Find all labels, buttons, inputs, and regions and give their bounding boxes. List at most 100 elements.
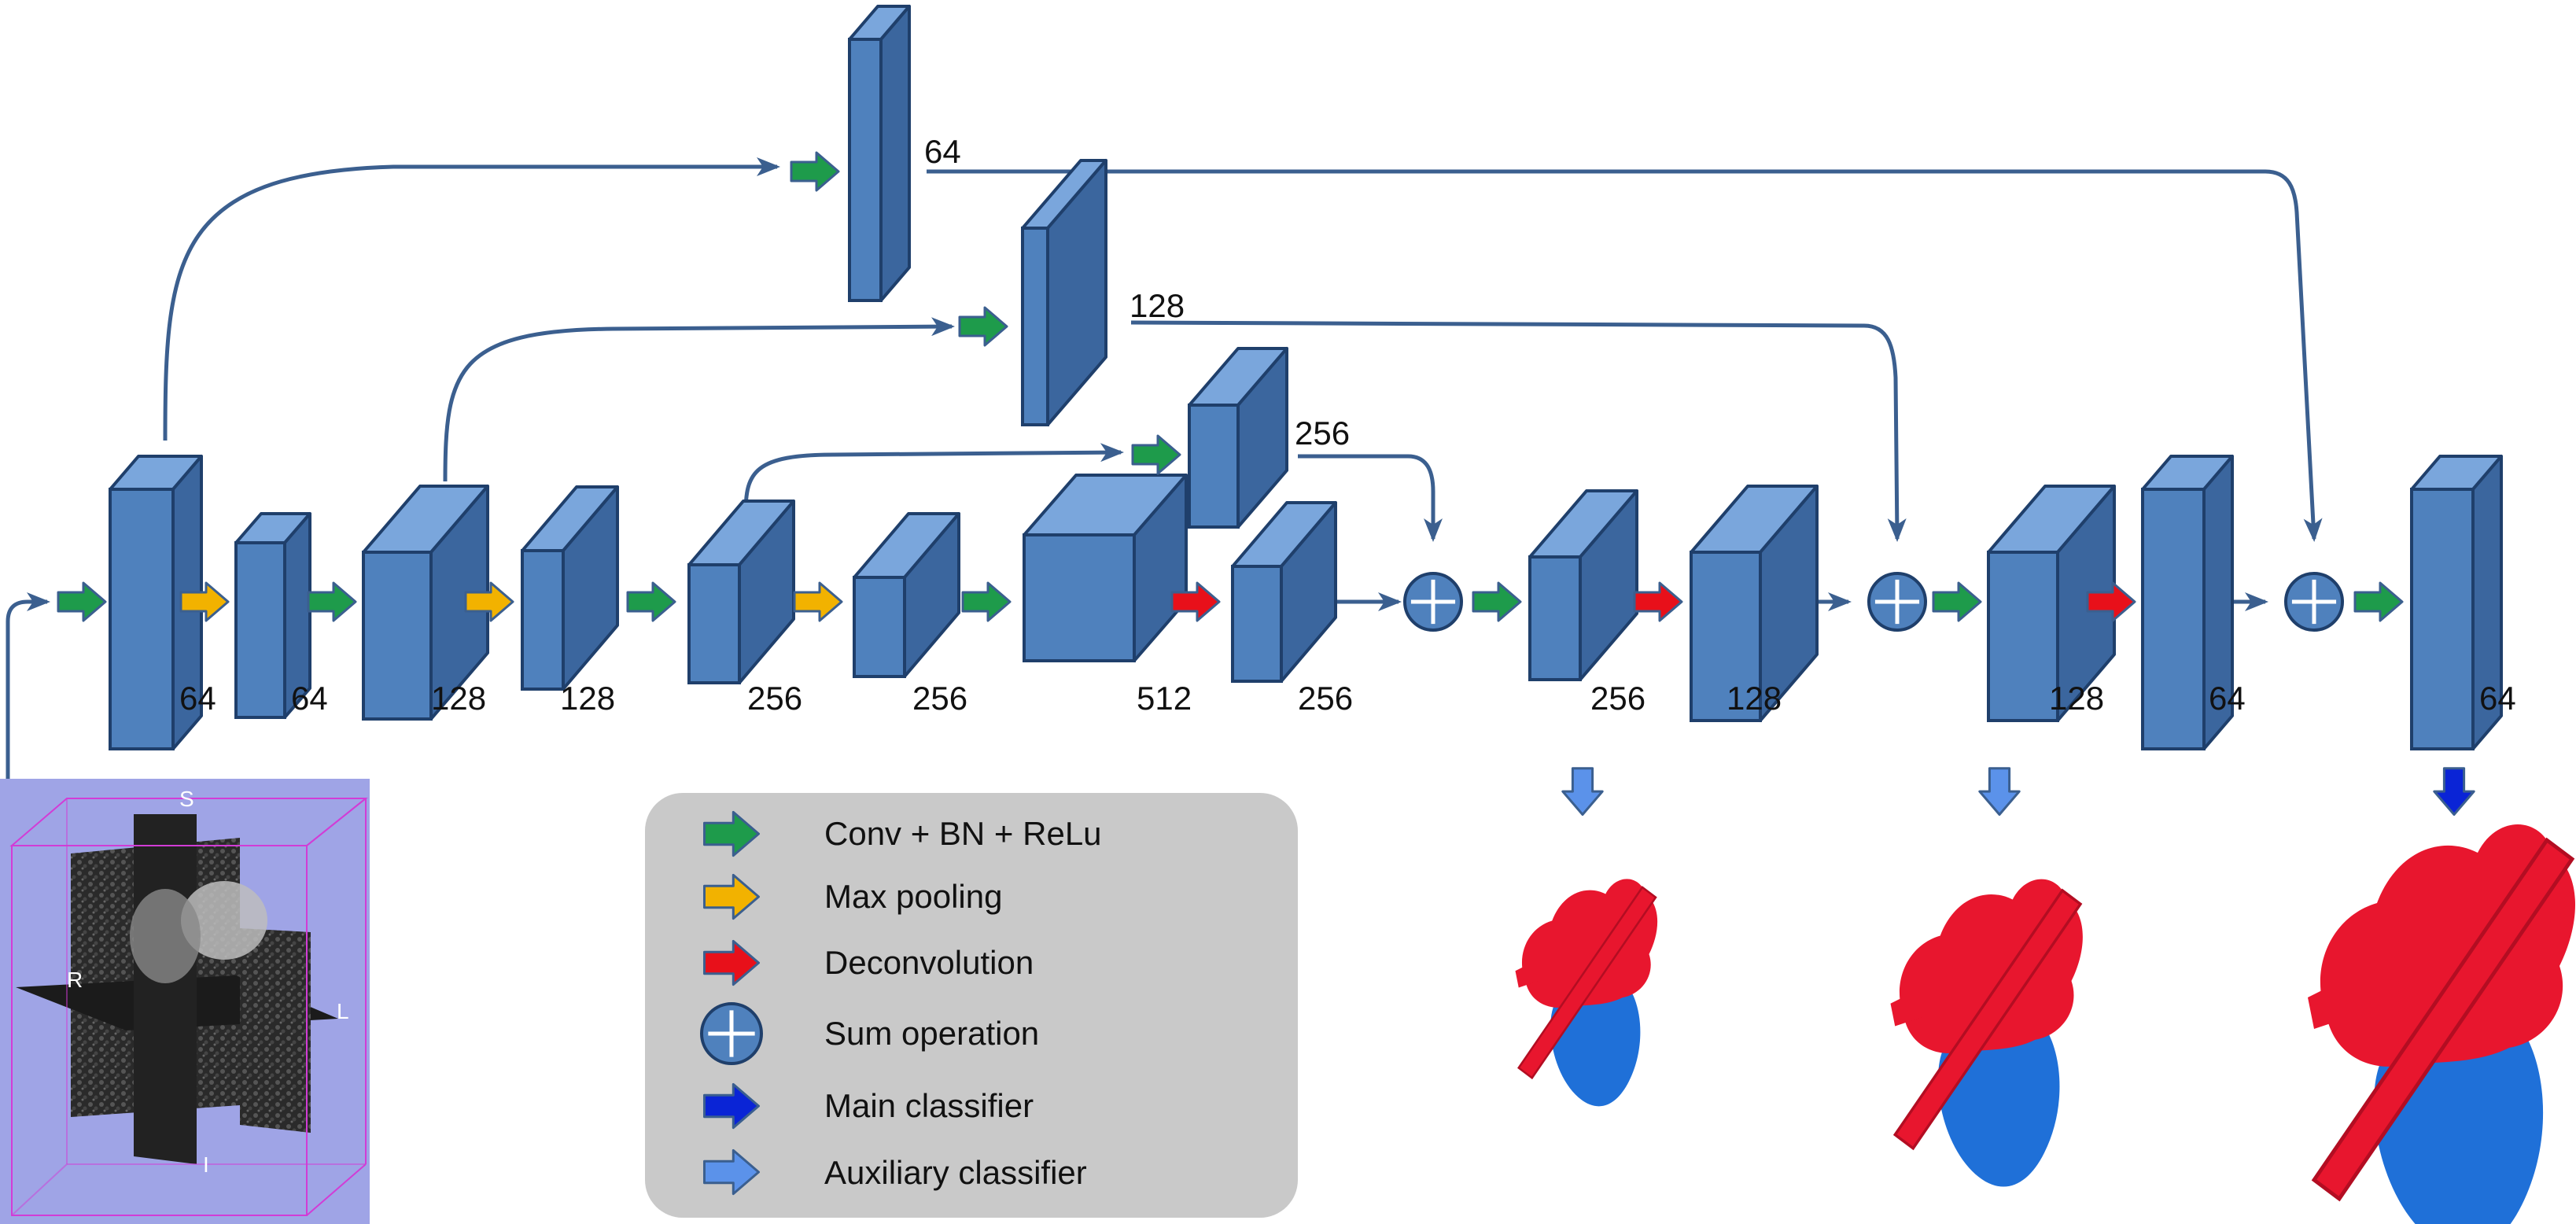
conv-arrow-icon (1131, 434, 1181, 475)
skip-line-256-in (743, 443, 1124, 514)
pool-arrow-icon (179, 581, 230, 622)
label-enc1: 64 (179, 680, 216, 717)
skip-line-128-in (443, 317, 955, 482)
block-front-face (2410, 488, 2475, 750)
mri-label-left: L (337, 999, 349, 1023)
block-front-face (1021, 227, 1049, 426)
mri-heart-region (181, 881, 267, 960)
block-front-face (1023, 533, 1136, 662)
feature-map-blocks (109, 5, 2503, 750)
heart-atria (2320, 824, 2575, 1067)
heart-aorta (1517, 886, 1657, 1080)
legend-label-main-classifier: Main classifier (824, 1087, 1034, 1124)
conv-arrow-icon (961, 581, 1012, 622)
block-dec3 (2410, 455, 2503, 750)
legend-label-sum: Sum operation (824, 1015, 1039, 1052)
block-front-face (521, 549, 565, 691)
legend-label-aux-classifier: Auxiliary classifier (824, 1154, 1087, 1191)
connector-lines (6, 157, 2323, 779)
legend-conv-icon (703, 810, 760, 857)
aux-classifier-arrow-icon (1561, 767, 1604, 816)
block-front-face (1188, 404, 1240, 529)
mri-slice-right (240, 928, 311, 1133)
legend-sum-icon (700, 1002, 763, 1065)
conv-arrow-icon (1472, 581, 1522, 622)
conv-arrow-icon (790, 151, 840, 192)
mri-heart-region-2 (130, 889, 201, 983)
label-skip256: 256 (1295, 415, 1350, 452)
block-dec1 (1528, 489, 1638, 681)
block-front-face (109, 488, 175, 750)
aux-output-heart-1 (1515, 879, 1658, 1107)
label-enc4: 128 (560, 680, 615, 717)
skip-line-128-out (1130, 320, 1907, 542)
heart-atria (1521, 879, 1658, 1008)
block-up3 (2141, 455, 2234, 750)
label-enc2: 64 (291, 680, 328, 717)
channel-labels: 64 64 128 128 256 256 512 256 256 128 12… (179, 133, 2516, 717)
block-skip128 (1021, 159, 1107, 426)
block-enc6 (853, 512, 960, 678)
legend-label-deconv: Deconvolution (824, 944, 1034, 981)
mri-label-right: R (67, 968, 83, 992)
label-up2: 128 (1727, 680, 1782, 717)
block-up1 (1231, 501, 1337, 683)
deconv-arrow-icon (1170, 581, 1221, 622)
pool-arrow-icon (464, 581, 514, 622)
label-skip128: 128 (1130, 287, 1185, 324)
heart-aorta (1892, 888, 2083, 1151)
sum-operation-icon (1403, 572, 1463, 632)
label-enc3: 128 (431, 680, 486, 717)
block-enc4 (521, 485, 619, 691)
block-enc5 (687, 500, 795, 684)
conv-arrow-icon (1932, 581, 1982, 622)
heart-vessel (1515, 960, 1539, 988)
block-up2 (1690, 485, 1819, 722)
operation-arrows (57, 151, 2475, 816)
heart-aorta (2311, 837, 2575, 1202)
block-front-face (234, 541, 286, 719)
mri-volume-image: S R L I (0, 779, 370, 1224)
block-enc2 (234, 512, 311, 719)
block-dec2 (1987, 485, 2116, 722)
legend-aux-classifier-icon (703, 1148, 760, 1196)
skip-line-64-out (927, 169, 2323, 542)
conv-arrow-icon (307, 581, 357, 622)
sum-operation-icon (1867, 572, 1927, 632)
block-front-face (1690, 551, 1762, 722)
label-enc5: 256 (747, 680, 802, 717)
legend-main-classifier-icon (703, 1082, 760, 1130)
mri-label-superior: S (179, 787, 194, 811)
conv-arrow-icon (57, 581, 107, 622)
block-side-face (879, 5, 911, 302)
label-bottleneck: 512 (1137, 680, 1192, 717)
mri-bounding-box (9, 798, 368, 1216)
heart-atria (1899, 879, 2083, 1053)
main-classifier-arrow-icon (2433, 767, 2475, 816)
conv-arrow-icon (2353, 581, 2404, 622)
conv-arrow-icon (958, 306, 1008, 347)
block-front-face (1231, 565, 1283, 683)
aux-output-heart-2 (1890, 879, 2083, 1187)
legend-box (645, 793, 1298, 1218)
block-front-face (2141, 488, 2206, 750)
input-line (6, 592, 50, 779)
label-dec2: 128 (2049, 680, 2104, 717)
block-front-face (362, 551, 433, 721)
block-front-face (1528, 555, 1582, 681)
block-bottleneck (1023, 474, 1188, 662)
label-skip64: 64 (924, 133, 961, 170)
label-up1: 256 (1298, 680, 1353, 717)
legend-label-conv: Conv + BN + ReLu (824, 815, 1102, 852)
block-front-face (853, 576, 906, 678)
skip-line-64-in (163, 157, 780, 441)
skip-line-256-out (1298, 454, 1443, 542)
legend-label-pool: Max pooling (824, 878, 1002, 915)
heart-vessel (1890, 990, 1922, 1027)
block-front-face (687, 563, 741, 684)
label-enc6: 256 (912, 680, 967, 717)
legend-deconv-icon (703, 939, 760, 986)
legend-pool-icon (703, 873, 760, 920)
aux-classifier-arrow-icon (1978, 767, 2021, 816)
